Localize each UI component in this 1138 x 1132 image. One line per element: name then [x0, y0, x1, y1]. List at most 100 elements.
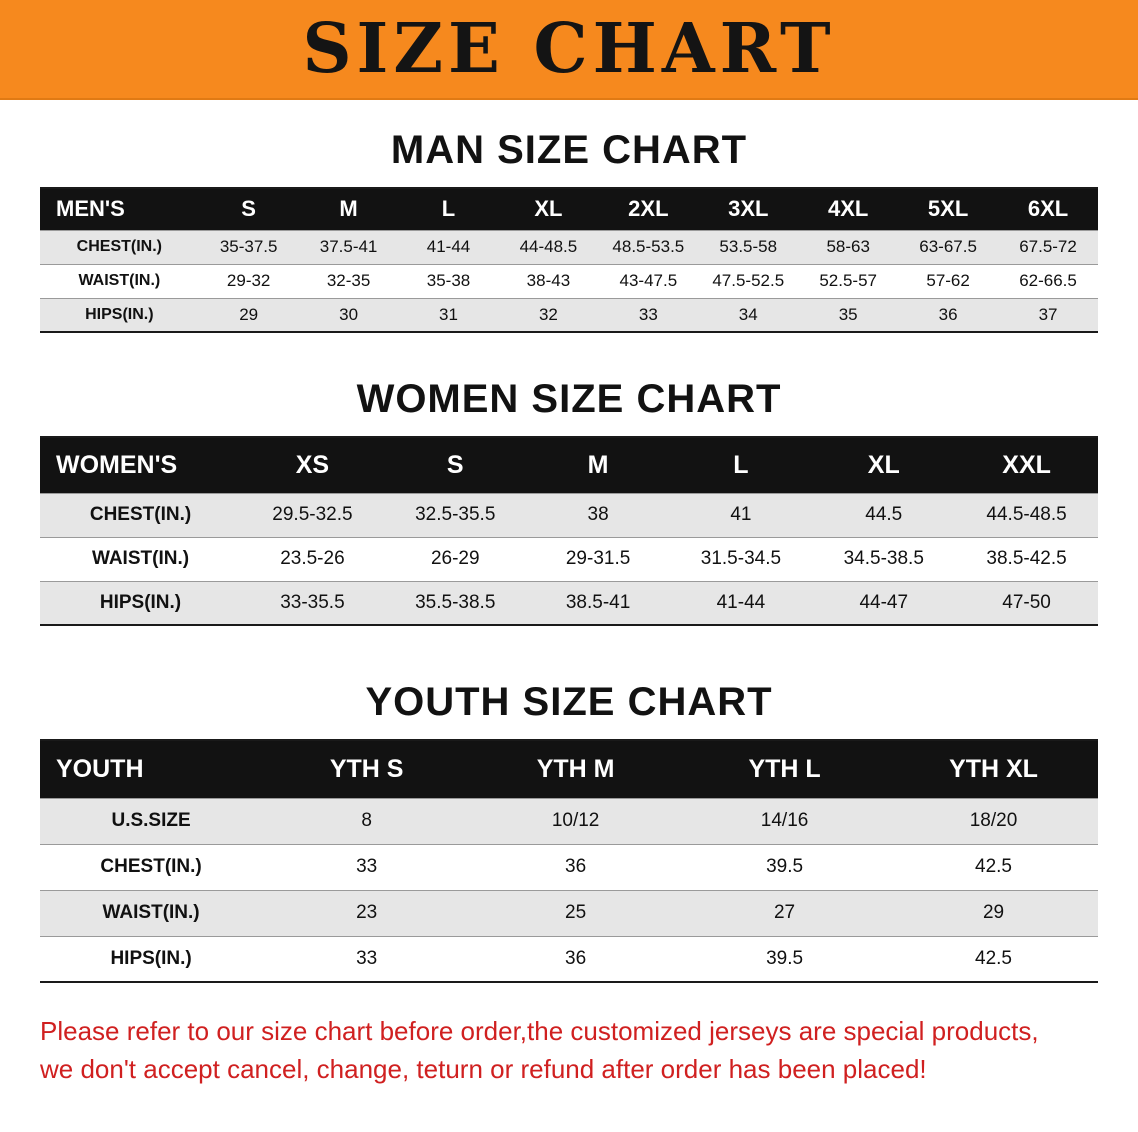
size-value-cell: 32.5-35.5 [383, 492, 527, 537]
youth-section: YOUTH SIZE CHART YOUTH YTH S YTH M YTH L YTH… [0, 680, 1138, 983]
size-header-cell: YTH S [262, 740, 472, 798]
row-label-cell: HIPS(IN.) [40, 935, 263, 982]
size-value-cell: 29-31.5 [526, 536, 670, 581]
size-value-cell: 29.5-32.5 [241, 492, 384, 537]
table-header-row: MEN'S S M L XL 2XL 3XL 4XL 5XL 6XL [40, 188, 1098, 230]
size-value-cell: 31.5-34.5 [669, 536, 813, 581]
size-value-cell: 36 [471, 843, 681, 890]
size-value-cell: 32 [498, 297, 599, 332]
size-value-cell: 39.5 [680, 935, 890, 982]
size-value-cell: 23 [262, 889, 472, 936]
size-value-cell: 44-48.5 [498, 229, 599, 264]
size-value-cell: 44.5-48.5 [955, 492, 1098, 537]
table-row: CHEST(IN.) 29.5-32.5 32.5-35.5 38 41 44.5 44.5… [40, 492, 1098, 537]
size-value-cell: 29 [198, 297, 299, 332]
row-label-cell: CHEST(IN.) [40, 492, 242, 537]
page-title: SIZE CHART [302, 9, 836, 89]
size-value-cell: 41-44 [398, 229, 499, 264]
row-label-cell: WAIST(IN.) [40, 536, 242, 581]
size-header-cell: 5XL [898, 188, 999, 230]
table-row: HIPS(IN.) 33-35.5 35.5-38.5 38.5-41 41-44 44-… [40, 580, 1098, 625]
size-header-cell: S [383, 437, 527, 493]
size-value-cell: 33 [262, 935, 472, 982]
row-label-cell: HIPS(IN.) [40, 580, 242, 625]
size-header-cell: S [198, 188, 299, 230]
size-value-cell: 42.5 [889, 843, 1098, 890]
size-chart-content: MAN SIZE CHART MEN'S S M L XL 2XL 3XL 4XL 5XL 6XL… [0, 128, 1138, 1088]
size-value-cell: 33-35.5 [241, 580, 384, 625]
size-value-cell: 35.5-38.5 [383, 580, 527, 625]
size-value-cell: 58-63 [798, 229, 899, 264]
size-value-cell: 27 [680, 889, 890, 936]
size-value-cell: 37.5-41 [298, 229, 399, 264]
table-header-row: YOUTH YTH S YTH M YTH L YTH XL [40, 740, 1098, 798]
size-header-cell: 6XL [998, 188, 1098, 230]
size-value-cell: 44.5 [812, 492, 956, 537]
size-header-cell: YTH XL [889, 740, 1098, 798]
size-value-cell: 29 [889, 889, 1098, 936]
size-header-cell: XL [498, 188, 599, 230]
row-label-cell: WAIST(IN.) [40, 889, 263, 936]
size-value-cell: 67.5-72 [998, 229, 1098, 264]
size-value-cell: 23.5-26 [241, 536, 384, 581]
size-header-cell: M [526, 437, 670, 493]
size-header-cell: XXL [955, 437, 1098, 493]
size-value-cell: 34.5-38.5 [812, 536, 956, 581]
size-header-cell: 4XL [798, 188, 899, 230]
size-value-cell: 48.5-53.5 [598, 229, 699, 264]
disclaimer-line-1: Please refer to our size chart before or… [40, 1016, 1039, 1046]
size-header-cell: XL [812, 437, 956, 493]
size-header-cell: YTH M [471, 740, 681, 798]
row-label-cell: CHEST(IN.) [40, 229, 199, 264]
size-value-cell: 35-37.5 [198, 229, 299, 264]
row-label-cell: WAIST(IN.) [40, 263, 199, 298]
table-row: WAIST(IN.) 23.5-26 26-29 29-31.5 31.5-34.5 34… [40, 536, 1098, 581]
size-value-cell: 43-47.5 [598, 263, 699, 298]
size-value-cell: 18/20 [889, 797, 1098, 844]
size-value-cell: 26-29 [383, 536, 527, 581]
women-size-table: WOMEN'S XS S M L XL XXL CHEST(IN.) 29.5-32.5 32.5… [40, 436, 1098, 626]
size-value-cell: 37 [998, 297, 1098, 332]
size-header-cell: M [298, 188, 399, 230]
table-row: U.S.SIZE 8 10/12 14/16 18/20 [40, 797, 1098, 844]
size-header-cell: 2XL [598, 188, 699, 230]
size-value-cell: 53.5-58 [698, 229, 799, 264]
youth-section-heading: YOUTH SIZE CHART [365, 680, 773, 724]
table-title-cell: WOMEN'S [40, 437, 242, 493]
size-value-cell: 44-47 [812, 580, 956, 625]
size-header-cell: 3XL [698, 188, 799, 230]
men-section: MAN SIZE CHART MEN'S S M L XL 2XL 3XL 4XL 5XL 6XL… [0, 128, 1138, 333]
size-value-cell: 42.5 [889, 935, 1098, 982]
size-value-cell: 29-32 [198, 263, 299, 298]
table-row: CHEST(IN.) 33 36 39.5 42.5 [40, 843, 1098, 890]
table-row: HIPS(IN.) 33 36 39.5 42.5 [40, 935, 1098, 982]
size-header-cell: YTH L [680, 740, 890, 798]
size-chart-page: SIZE CHART MAN SIZE CHART MEN'S S M L XL 2XL 3… [0, 0, 1138, 1088]
size-value-cell: 33 [262, 843, 472, 890]
size-value-cell: 30 [298, 297, 399, 332]
disclaimer-line-2: we don't accept cancel, change, teturn o… [40, 1053, 927, 1084]
table-header-row: WOMEN'S XS S M L XL XXL [40, 437, 1098, 493]
banner: SIZE CHART [0, 0, 1138, 100]
size-value-cell: 63-67.5 [898, 229, 999, 264]
size-value-cell: 35 [798, 297, 899, 332]
table-row: CHEST(IN.) 35-37.5 37.5-41 41-44 44-48.5 48.5… [40, 229, 1098, 264]
size-value-cell: 41 [669, 492, 813, 537]
size-value-cell: 52.5-57 [798, 263, 899, 298]
size-value-cell: 35-38 [398, 263, 499, 298]
row-label-cell: HIPS(IN.) [40, 297, 199, 332]
size-value-cell: 47-50 [955, 580, 1098, 625]
size-header-cell: L [669, 437, 813, 493]
size-header-cell: XS [241, 437, 384, 493]
size-value-cell: 32-35 [298, 263, 399, 298]
size-value-cell: 38.5-42.5 [955, 536, 1098, 581]
size-value-cell: 36 [898, 297, 999, 332]
table-row: WAIST(IN.) 29-32 32-35 35-38 38-43 43-47.5 47.… [40, 263, 1098, 298]
size-value-cell: 8 [262, 797, 472, 844]
size-value-cell: 41-44 [669, 580, 813, 625]
size-value-cell: 10/12 [471, 797, 681, 844]
men-section-heading: MAN SIZE CHART [390, 128, 748, 172]
women-section: WOMEN SIZE CHART WOMEN'S XS S M L XL XXL CHEST(… [0, 377, 1138, 626]
size-value-cell: 62-66.5 [998, 263, 1098, 298]
row-label-cell: U.S.SIZE [40, 797, 263, 844]
